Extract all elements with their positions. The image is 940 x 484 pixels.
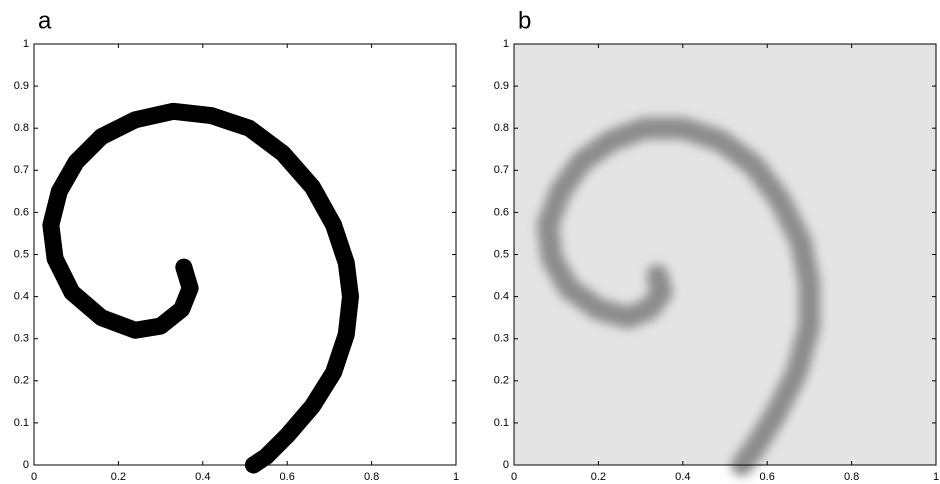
spiral: [536, 117, 821, 476]
panel-label: b: [518, 7, 531, 34]
y-tick-label: 0: [23, 459, 29, 471]
panel-label: a: [38, 7, 52, 34]
y-tick-label: 0.3: [494, 333, 509, 345]
y-tick-label: 0.7: [14, 164, 29, 176]
y-tick-label: 0.1: [14, 417, 29, 429]
y-tick-label: 0.9: [14, 80, 29, 92]
plot-area: [34, 44, 456, 465]
spiral: [42, 102, 359, 474]
y-tick-label: 0.7: [494, 164, 509, 176]
x-tick-label: 0.8: [844, 471, 859, 483]
y-tick-label: 1: [23, 38, 29, 50]
x-tick-label: 0.4: [675, 471, 690, 483]
y-tick-label: 0: [503, 459, 509, 471]
y-tick-label: 0.6: [494, 206, 509, 218]
y-tick-label: 0.6: [14, 206, 29, 218]
y-tick-label: 0.5: [494, 248, 509, 260]
x-tick-label: 0.8: [364, 471, 379, 483]
y-tick-label: 0.8: [494, 122, 509, 134]
y-tick-label: 0.2: [494, 375, 509, 387]
y-tick-label: 0.1: [494, 417, 509, 429]
y-tick-label: 1: [503, 38, 509, 50]
y-tick-label: 0.9: [494, 80, 509, 92]
x-tick-label: 0.6: [280, 471, 295, 483]
x-tick-label: 0: [511, 471, 517, 483]
x-tick-label: 0.6: [760, 471, 775, 483]
x-tick-label: 1: [933, 471, 939, 483]
y-tick-label: 0.4: [494, 291, 509, 303]
x-tick-label: 0.4: [195, 471, 210, 483]
y-tick-label: 0.3: [14, 333, 29, 345]
y-tick-label: 0.5: [14, 248, 29, 260]
y-tick-label: 0.8: [14, 122, 29, 134]
x-tick-label: 0.2: [591, 471, 606, 483]
y-tick-label: 0.2: [14, 375, 29, 387]
y-tick-label: 0.4: [14, 291, 29, 303]
x-tick-label: 0: [31, 471, 37, 483]
plot-area: [514, 44, 936, 465]
x-tick-label: 0.2: [111, 471, 126, 483]
x-tick-label: 1: [453, 471, 459, 483]
